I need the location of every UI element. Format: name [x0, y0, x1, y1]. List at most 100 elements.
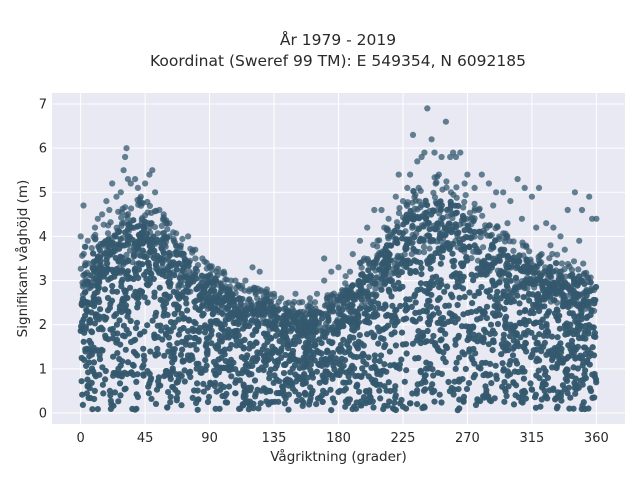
data-point [90, 250, 97, 257]
outlier-point [564, 206, 571, 214]
data-point [475, 364, 482, 371]
data-point [553, 281, 560, 288]
data-point [117, 253, 124, 260]
data-point [455, 386, 462, 393]
data-point [289, 385, 296, 392]
data-point [398, 356, 405, 363]
data-point [468, 271, 475, 278]
data-point [445, 378, 452, 386]
data-point [123, 251, 130, 258]
data-point [167, 271, 174, 278]
data-point [375, 340, 382, 347]
data-point [420, 332, 427, 339]
data-point [461, 248, 468, 255]
data-point [189, 394, 196, 401]
outlier-point [127, 180, 134, 187]
data-point [546, 387, 553, 394]
data-point [383, 271, 390, 278]
data-point [323, 368, 330, 375]
data-point [99, 364, 106, 371]
data-point [536, 331, 543, 338]
data-point [358, 264, 365, 271]
data-point [402, 228, 409, 235]
data-point [324, 348, 331, 355]
data-point [307, 361, 314, 368]
data-point [555, 317, 562, 324]
data-point [159, 263, 166, 270]
data-point [376, 304, 383, 311]
data-point [457, 221, 464, 228]
data-point [171, 310, 178, 318]
data-point [249, 362, 256, 369]
data-point [77, 265, 84, 272]
outlier-point [117, 189, 124, 196]
data-point [446, 310, 453, 317]
data-point [498, 250, 505, 257]
data-point [100, 390, 107, 397]
data-point [232, 390, 239, 397]
data-point [169, 367, 176, 374]
data-point [340, 300, 347, 307]
data-point [586, 385, 594, 392]
data-point [132, 288, 139, 295]
outlier-point [385, 215, 392, 222]
data-point [358, 271, 365, 278]
data-point [417, 367, 424, 374]
data-point [108, 297, 116, 304]
data-point [215, 356, 222, 363]
outlier-point [485, 180, 492, 187]
x-tick-label: 225 [391, 431, 416, 446]
data-point [136, 222, 143, 230]
data-point [468, 255, 475, 262]
data-point [141, 356, 148, 364]
data-point [462, 365, 469, 373]
outlier-point [364, 224, 371, 231]
data-point [515, 257, 522, 264]
data-point [109, 288, 116, 295]
data-point [145, 282, 152, 289]
data-point [459, 263, 466, 270]
data-point [400, 262, 408, 269]
data-point [271, 372, 278, 379]
data-point [483, 387, 490, 394]
data-point [276, 378, 283, 385]
data-point [567, 394, 574, 401]
data-point [388, 293, 395, 300]
data-point [524, 293, 531, 300]
data-point [519, 392, 526, 400]
data-point [421, 377, 428, 384]
data-point [522, 264, 529, 271]
data-point [486, 268, 493, 275]
data-point [285, 345, 292, 352]
outlier-point [94, 215, 101, 222]
data-point [381, 361, 388, 368]
data-point [229, 309, 236, 316]
data-point [80, 316, 87, 323]
data-point [197, 369, 204, 376]
data-point [79, 391, 86, 398]
data-point [125, 330, 132, 337]
data-point [536, 357, 543, 364]
data-point [116, 355, 123, 363]
data-point [193, 297, 200, 304]
data-point [285, 310, 292, 317]
data-point [450, 263, 457, 270]
data-point [438, 399, 445, 406]
data-point [410, 318, 418, 325]
data-point [407, 267, 414, 274]
outlier-point [149, 167, 156, 174]
data-point [523, 348, 530, 355]
data-point [263, 398, 270, 405]
outlier-point [134, 184, 141, 191]
data-point [200, 288, 207, 295]
data-point [479, 268, 486, 275]
data-point [524, 327, 532, 335]
data-point [177, 326, 184, 333]
data-point [455, 202, 462, 209]
data-point [498, 351, 505, 358]
data-point [193, 346, 200, 353]
data-point [267, 388, 274, 395]
data-point [186, 268, 193, 275]
data-point [342, 385, 349, 392]
data-point [327, 386, 334, 393]
